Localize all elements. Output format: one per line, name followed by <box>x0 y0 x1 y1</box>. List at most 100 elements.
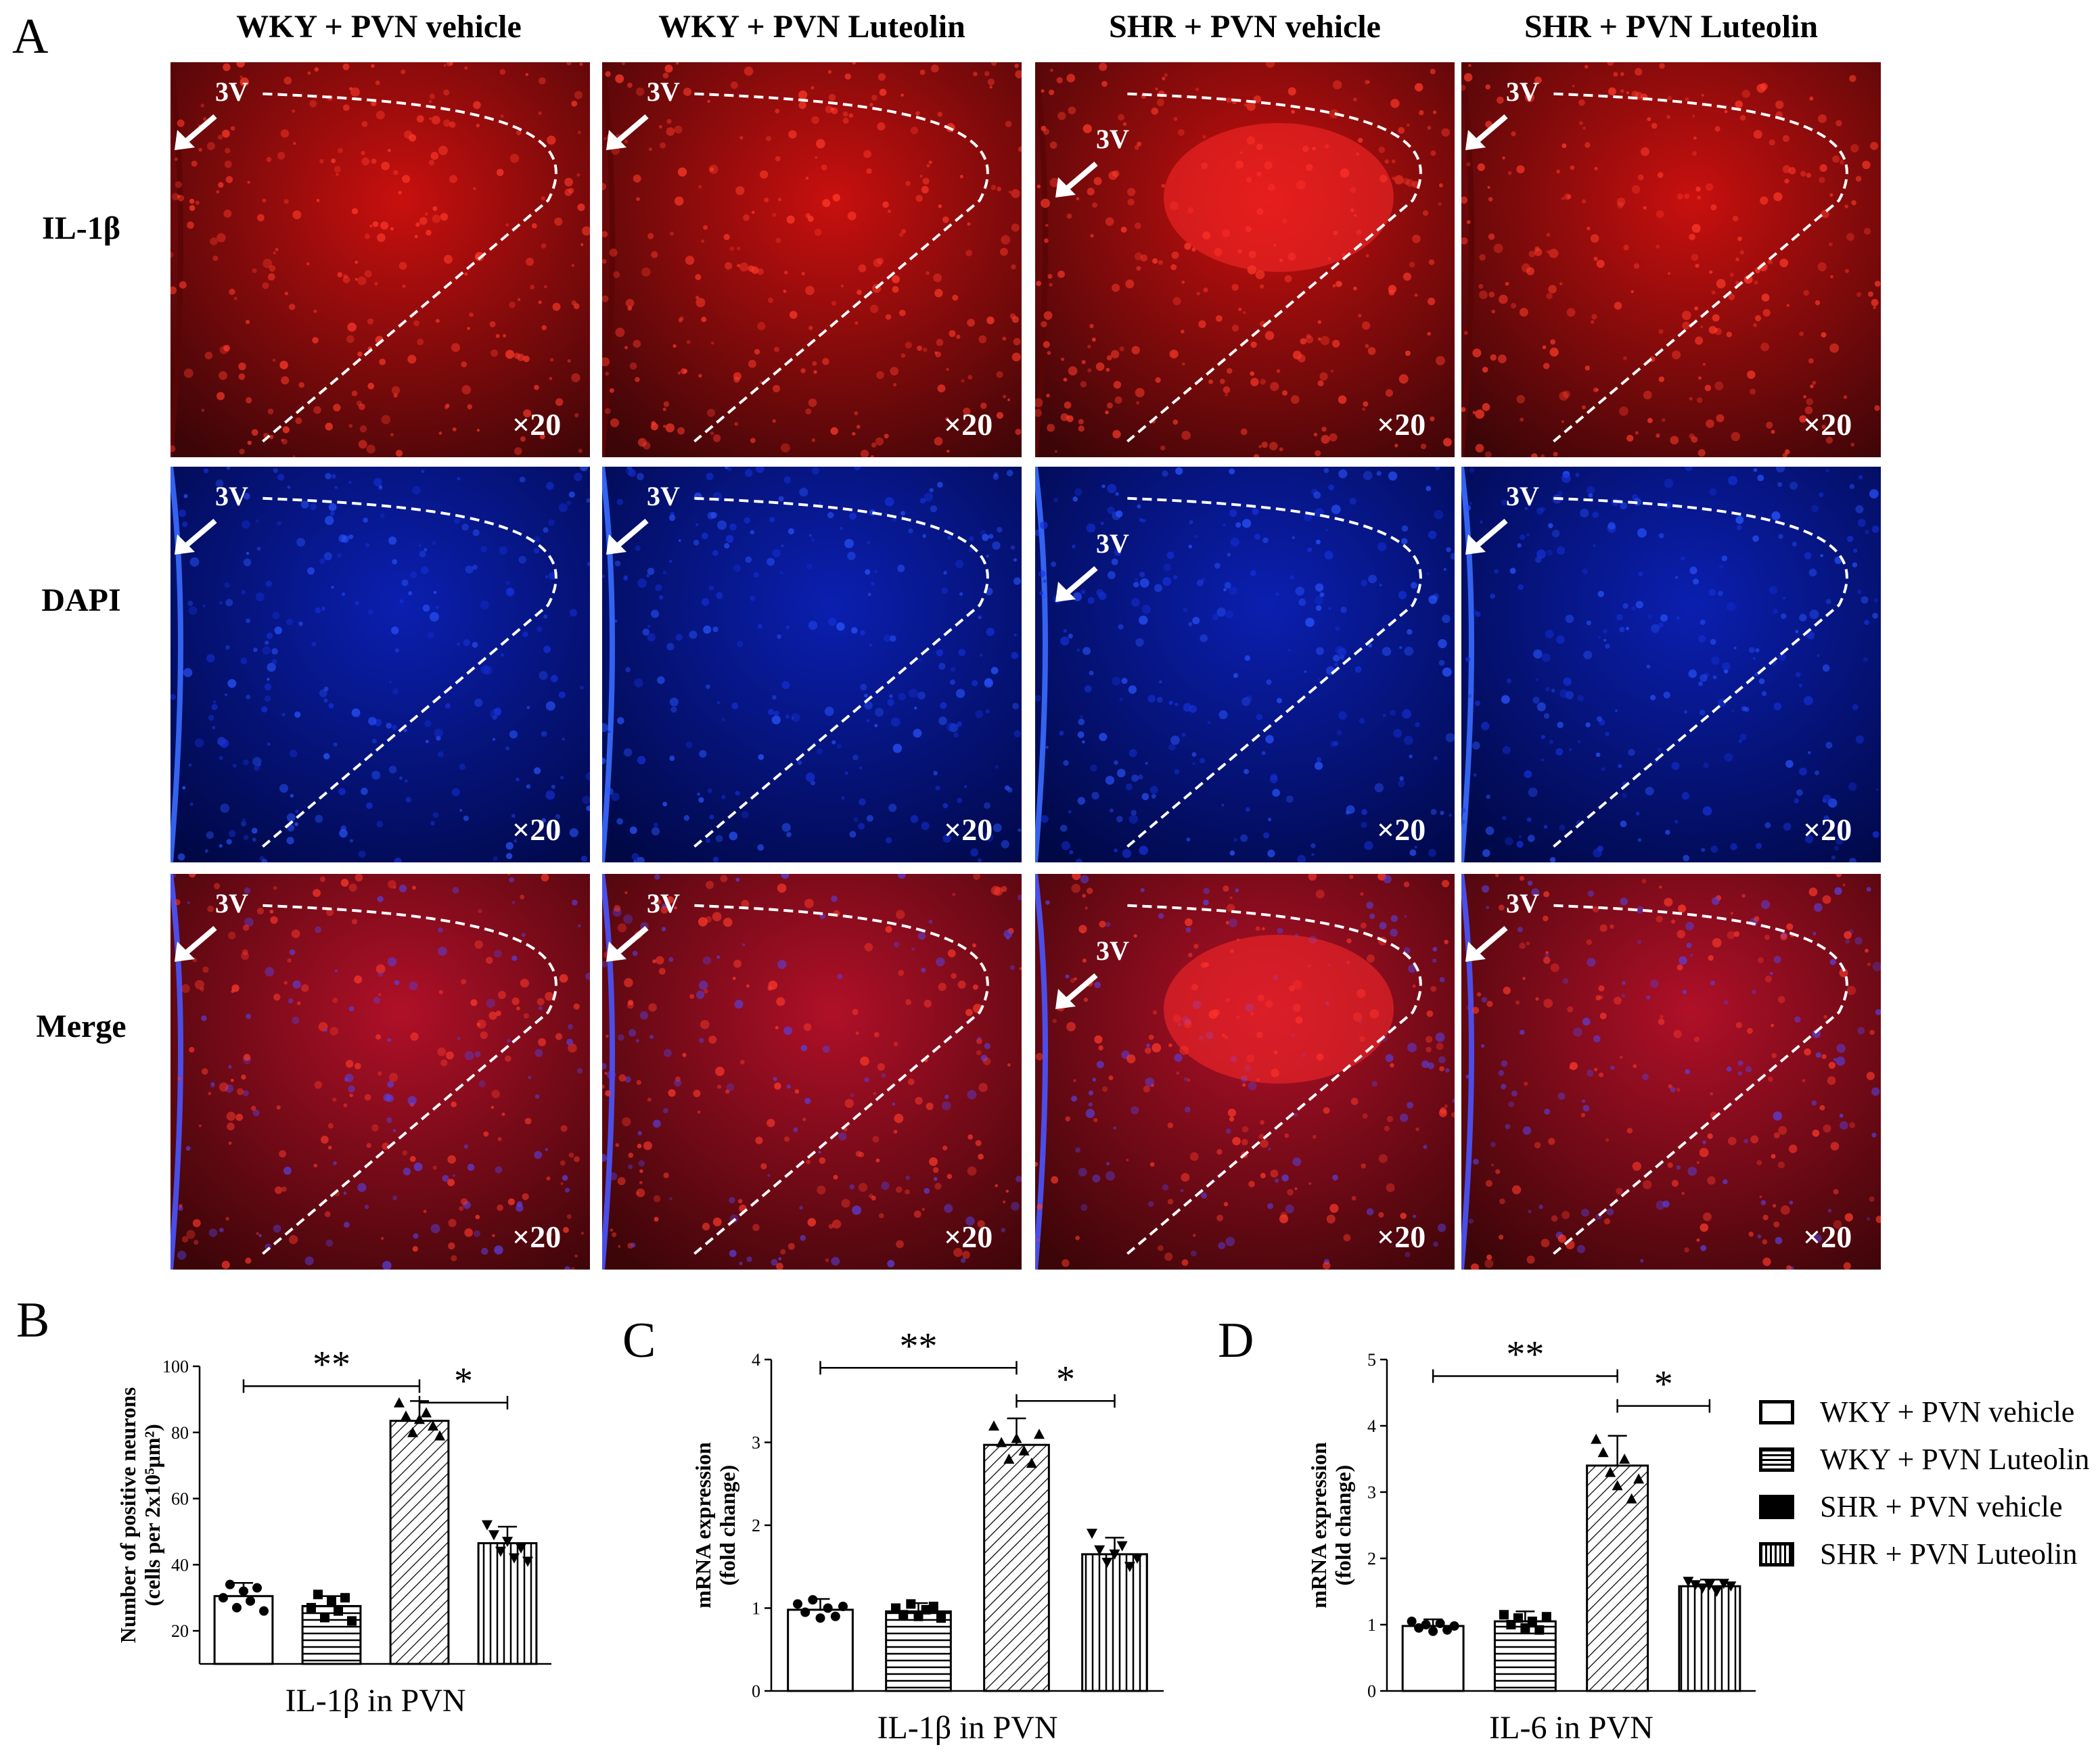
legend-item-shr-vehicle: SHR + PVN vehicle <box>1759 1488 2097 1535</box>
data-point <box>334 1606 344 1616</box>
pvn-outline <box>693 904 989 1255</box>
legend-label: SHR + PVN vehicle <box>1820 1490 2063 1523</box>
data-point <box>509 1553 520 1564</box>
y-tick-label: 0 <box>752 1681 760 1701</box>
micrograph-merge-col4 <box>1461 874 1881 1270</box>
data-point <box>1094 1545 1105 1556</box>
arrow-head-icon <box>1465 534 1486 555</box>
ventricle-label: 3V <box>647 76 680 107</box>
bar <box>477 1542 538 1665</box>
bar <box>1586 1464 1649 1692</box>
arrow-head-icon <box>1055 582 1076 602</box>
micrograph-dapi-col1 <box>170 467 590 862</box>
data-point <box>1407 1617 1417 1627</box>
data-point <box>313 1589 323 1600</box>
legend-item-shr-luteolin: SHR + PVN Luteolin <box>1759 1535 2097 1583</box>
magnification-label: ×20 <box>1803 407 1852 442</box>
ventricle-edge <box>602 874 615 1270</box>
data-point <box>1541 1612 1551 1622</box>
ventricle-edge <box>170 62 183 457</box>
y-tick-label: 4 <box>752 1350 760 1370</box>
y-axis-label-units: (cells per 2x10⁵μm²) <box>140 1424 164 1606</box>
ventricle-edge <box>1461 62 1474 457</box>
legend-label: WKY + PVN Luteolin <box>1820 1443 2090 1476</box>
data-point <box>1428 1626 1438 1636</box>
data-point <box>400 1410 411 1421</box>
data-point <box>823 1603 833 1613</box>
arrow-head-icon <box>606 534 626 555</box>
data-point <box>1527 1617 1537 1627</box>
data-point <box>1124 1562 1135 1573</box>
data-point <box>252 1583 263 1593</box>
legend-swatch-solid <box>1759 1495 1794 1519</box>
data-point <box>1101 1558 1113 1569</box>
pvn-outline <box>262 496 557 848</box>
data-point <box>891 1603 901 1613</box>
pvn-outline <box>1553 496 1848 848</box>
data-point <box>218 1593 228 1603</box>
pvn-outline <box>693 496 989 848</box>
chart-d: 0 1 2 3 4 5 mRNA expression (fold change) ** * IL-… <box>1299 1326 1759 1759</box>
data-point <box>1605 1466 1616 1477</box>
panel-letter-a: A <box>12 9 49 64</box>
data-point <box>516 1543 527 1554</box>
data-point <box>1442 1625 1453 1635</box>
micrograph-dapi-col3 <box>1035 467 1455 862</box>
ventricle-label: 3V <box>215 76 248 107</box>
data-point <box>1449 1621 1459 1631</box>
significance-label: ** <box>900 1326 938 1367</box>
data-point <box>1116 1541 1128 1552</box>
pvn-bright-cluster <box>1164 935 1394 1084</box>
pvn-outline <box>1126 496 1422 848</box>
micrograph-il1b-col4 <box>1461 62 1881 457</box>
chart-c: 0 1 2 3 4 mRNA expression (fold change) ** * IL-1… <box>683 1325 1170 1759</box>
arrow-head-icon <box>606 942 626 962</box>
y-tick-label: 20 <box>171 1621 189 1641</box>
ventricle-label: 3V <box>1096 935 1129 966</box>
arrow-head-icon <box>1465 942 1486 962</box>
x-axis-label: IL-1β in PVN <box>285 1683 465 1719</box>
data-point <box>1018 1445 1030 1456</box>
column-header-shr-luteolin: SHR + PVN Luteolin <box>1524 9 1819 45</box>
data-point <box>936 1613 946 1623</box>
bar <box>1401 1625 1465 1692</box>
ventricle-edge <box>1461 467 1474 862</box>
bar <box>389 1420 450 1665</box>
data-point <box>407 1426 418 1437</box>
micrograph-merge-col2 <box>602 874 1022 1270</box>
data-point <box>239 1586 248 1596</box>
data-point <box>921 1604 931 1615</box>
magnification-label: ×20 <box>1377 812 1426 847</box>
data-point <box>1697 1583 1708 1594</box>
data-point <box>913 1611 923 1621</box>
ventricle-label: 3V <box>1096 528 1129 559</box>
data-point <box>1421 1620 1431 1629</box>
ventricle-edge <box>602 62 615 457</box>
micrograph-dapi-col4 <box>1461 467 1881 862</box>
row-header-il1b: IL-1β <box>42 210 120 246</box>
significance-label: * <box>1056 1358 1075 1400</box>
data-point <box>1704 1580 1715 1591</box>
data-point <box>1003 1454 1015 1464</box>
y-tick-label: 100 <box>162 1357 189 1376</box>
data-point <box>1633 1473 1645 1484</box>
data-point <box>502 1537 513 1548</box>
arrow-head-icon <box>1055 177 1076 198</box>
arrow-head-icon <box>1465 130 1486 150</box>
y-axis-label: Number of positive neurons <box>116 1387 140 1643</box>
magnification-label: ×20 <box>512 1220 562 1254</box>
bar <box>885 1610 952 1692</box>
panel-letter-c: C <box>622 1313 656 1368</box>
significance-label: ** <box>313 1343 350 1385</box>
data-point <box>414 1414 425 1424</box>
data-point <box>225 1579 235 1589</box>
legend-label: WKY + PVN vehicle <box>1820 1395 2075 1429</box>
y-tick-label: 0 <box>1367 1681 1376 1701</box>
y-tick-label: 3 <box>1367 1483 1376 1502</box>
data-point <box>1534 1625 1545 1635</box>
data-point <box>988 1420 1000 1431</box>
micrograph-merge-col1 <box>170 874 590 1270</box>
ventricle-label: 3V <box>1506 76 1539 107</box>
data-point <box>327 1596 336 1606</box>
data-point <box>319 1612 329 1623</box>
